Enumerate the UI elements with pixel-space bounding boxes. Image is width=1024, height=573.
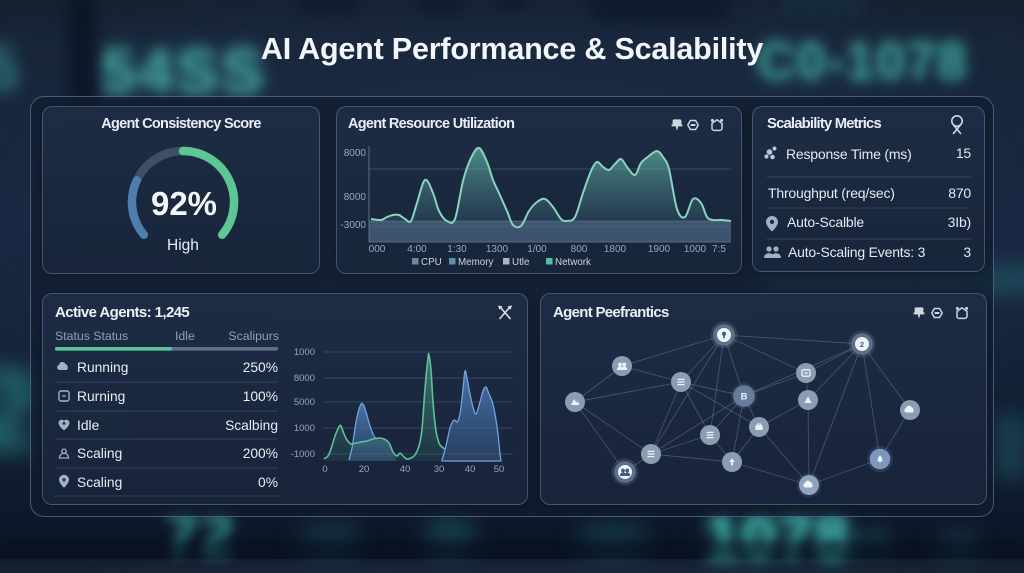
svg-text:Scalbing: Scalbing (225, 418, 278, 433)
svg-text:8000: 8000 (344, 192, 367, 203)
svg-text:870: 870 (948, 185, 971, 201)
svg-text:Idle: Idle (175, 329, 195, 343)
svg-text:92%: 92% (151, 185, 217, 222)
svg-text:Auto-Scalble: Auto-Scalble (787, 214, 864, 230)
svg-text:High: High (167, 237, 199, 254)
svg-text:Utle: Utle (512, 257, 530, 268)
svg-text:Scaling: Scaling (77, 446, 122, 461)
svg-text:8000: 8000 (294, 373, 315, 384)
svg-text:40: 40 (400, 464, 411, 475)
svg-text:1/00: 1/00 (527, 244, 547, 255)
svg-text:000: 000 (369, 244, 386, 255)
svg-text:Status Status: Status Status (55, 329, 128, 343)
svg-text:-1000: -1000 (291, 449, 315, 460)
svg-text:2: 2 (860, 340, 864, 349)
svg-text:15: 15 (956, 145, 972, 161)
svg-text:800: 800 (571, 244, 588, 255)
svg-text:Auto-Scaling Events: 3: Auto-Scaling Events: 3 (788, 244, 926, 260)
svg-text:Response Time (ms): Response Time (ms) (786, 146, 912, 162)
svg-text:-3000: -3000 (340, 220, 366, 231)
svg-text:30: 30 (434, 464, 445, 475)
svg-text:0%: 0% (258, 475, 278, 490)
svg-text:Scalipurs: Scalipurs (228, 329, 279, 343)
svg-text:7:5: 7:5 (712, 244, 726, 255)
svg-text:20: 20 (359, 464, 370, 475)
svg-text:B: B (741, 391, 748, 402)
svg-text:200%: 200% (243, 446, 278, 461)
svg-text:8000: 8000 (344, 148, 367, 159)
svg-text:50: 50 (494, 464, 505, 475)
svg-text:Throughput (req/sec): Throughput (req/sec) (768, 185, 895, 201)
svg-text:1300: 1300 (486, 244, 509, 255)
svg-text:Rurning: Rurning (77, 389, 125, 404)
svg-text:3Ib): 3Ib) (948, 214, 971, 230)
svg-text:Network: Network (555, 257, 591, 268)
svg-text:1:30: 1:30 (447, 244, 467, 255)
svg-text:40: 40 (465, 464, 476, 475)
svg-text:CPU: CPU (421, 257, 442, 268)
svg-text:Running: Running (77, 360, 128, 375)
svg-text:5000: 5000 (294, 397, 315, 408)
svg-text:1000: 1000 (684, 244, 707, 255)
svg-text:1000: 1000 (294, 347, 315, 358)
svg-text:100%: 100% (243, 389, 278, 404)
svg-text:4:00: 4:00 (407, 244, 427, 255)
svg-text:1900: 1900 (648, 244, 671, 255)
svg-text:250%: 250% (243, 360, 278, 375)
svg-text:1000: 1000 (294, 423, 315, 434)
svg-text:Scaling: Scaling (77, 475, 122, 490)
svg-text:Memory: Memory (458, 257, 493, 268)
svg-text:1800: 1800 (604, 244, 627, 255)
svg-text:Idle: Idle (77, 418, 100, 433)
svg-text:3: 3 (963, 244, 971, 260)
svg-text:0: 0 (322, 464, 327, 475)
